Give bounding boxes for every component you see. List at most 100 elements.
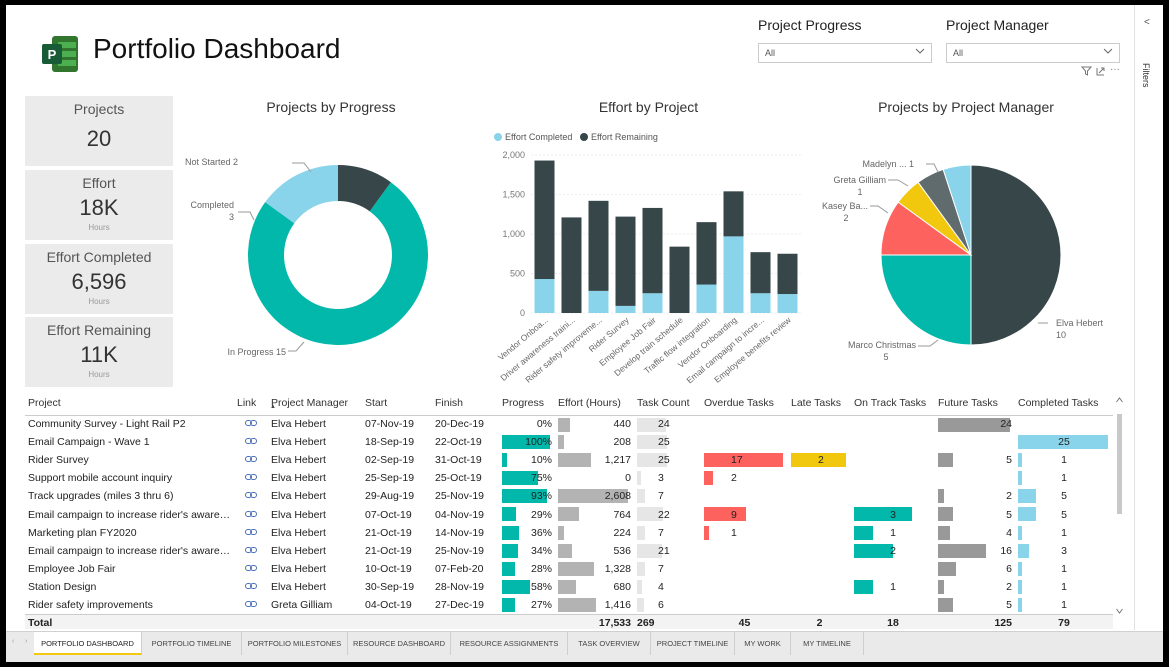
column-header[interactable]: Finish	[432, 391, 499, 416]
future-tasks: 6	[935, 560, 1015, 578]
project-app-icon: P	[42, 36, 78, 72]
progress-bar	[502, 507, 516, 522]
column-header[interactable]: Start	[362, 391, 432, 416]
column-header[interactable]: Progress	[499, 391, 555, 416]
column-header[interactable]: Project Manager ▲	[268, 391, 362, 416]
total-empty-cell	[432, 613, 499, 629]
table-row[interactable]: Employee Job Fair Elva Hebert 10-Oct-19 07-…	[25, 560, 1113, 578]
table-row[interactable]: Community Survey - Light Rail P2 Elva Heb…	[25, 415, 1113, 433]
completed-tasks-bar	[1018, 525, 1022, 540]
kpi-title: Effort Completed	[46, 249, 152, 265]
overdue-tasks: 2	[701, 469, 788, 487]
sort-ascending-icon[interactable]: ▲	[270, 404, 276, 410]
link-icon[interactable]	[245, 437, 257, 445]
tab-task-overview[interactable]: TASK OVERVIEW	[568, 632, 651, 655]
link-icon[interactable]	[245, 546, 257, 554]
on-track-tasks	[851, 433, 935, 451]
tab-scroll-left-icon[interactable]: ‹	[12, 638, 15, 645]
project-manager-dropdown[interactable]: All	[946, 43, 1120, 63]
overdue-tasks	[701, 596, 788, 614]
column-header[interactable]: Project	[25, 391, 234, 416]
table-row[interactable]: Email Campaign - Wave 1 Elva Hebert 18-Sep…	[25, 433, 1113, 451]
table-header-row: Project Link Project Manager ▲ Start Finish Pr…	[25, 391, 1113, 416]
bar-effort-remaining	[534, 160, 555, 280]
progress-bar	[502, 435, 550, 450]
y-tick-label: 1,500	[502, 190, 525, 200]
progress-bar	[502, 579, 530, 594]
link-icon[interactable]	[245, 491, 257, 499]
task-count-bar	[637, 507, 664, 522]
focus-mode-icon[interactable]	[1096, 67, 1105, 76]
more-options-icon[interactable]: ···	[1110, 64, 1120, 75]
chevron-left-icon[interactable]: <	[1144, 17, 1150, 28]
column-header[interactable]: Link	[234, 391, 268, 416]
task-count: 7	[634, 487, 701, 505]
column-header[interactable]: Effort (Hours)	[555, 391, 634, 416]
project-name: Marketing plan FY2020	[28, 526, 137, 539]
total-empty-cell	[362, 613, 432, 629]
legend-marker	[494, 133, 502, 141]
projects-by-progress-chart[interactable]: Not Started 2 In Progress 15 Completed 3	[176, 120, 476, 370]
table-row[interactable]: Station Design Elva Hebert 30-Sep-19 28-Nov…	[25, 578, 1113, 596]
table-row[interactable]: Email campaign to increase rider's aware…	[25, 505, 1113, 523]
link-icon[interactable]	[245, 528, 257, 536]
link-icon	[234, 596, 268, 614]
link-icon[interactable]	[245, 564, 257, 572]
table-row[interactable]: Track upgrades (miles 3 thru 6) Elva Hebe…	[25, 487, 1113, 505]
project-progress-dropdown[interactable]: All	[758, 43, 932, 63]
link-icon[interactable]	[245, 600, 257, 608]
project-manager-slicer[interactable]: Project Manager All	[946, 17, 1120, 63]
completed-tasks: 1	[1015, 524, 1113, 542]
tab-portfolio-dashboard[interactable]: PORTFOLIO DASHBOARD	[34, 632, 142, 655]
link-icon[interactable]	[245, 419, 257, 427]
link-icon	[234, 469, 268, 487]
late-tasks	[788, 469, 851, 487]
link-icon[interactable]	[245, 510, 257, 518]
filter-icon[interactable]	[1080, 66, 1093, 76]
projects-by-pm-chart[interactable]: Elva Hebert 10 Marco Christmas 5 Kasey Ba...…	[816, 120, 1116, 370]
table-row[interactable]: Rider safety improvements Greta Gilliam 04…	[25, 596, 1113, 614]
table-row[interactable]: Support mobile account inquiry Elva Heber…	[25, 469, 1113, 487]
tab-scroll-right-icon[interactable]: ›	[25, 638, 28, 645]
leader-line	[288, 341, 305, 352]
chart-title: Projects by Progress	[266, 99, 396, 115]
tab-resource-dashboard[interactable]: RESOURCE DASHBOARD	[348, 632, 451, 655]
link-icon[interactable]	[245, 473, 257, 481]
chart-title: Effort by Project	[598, 99, 699, 115]
tab-portfolio-milestones[interactable]: PORTFOLIO MILESTONES	[242, 632, 348, 655]
link-icon[interactable]	[245, 455, 257, 463]
task-count: 6	[634, 596, 701, 614]
project-table[interactable]: Project Link Project Manager ▲ Start Finish Pr…	[25, 391, 1125, 629]
column-header[interactable]: Completed Tasks	[1015, 391, 1113, 416]
completed-tasks-bar	[1018, 435, 1108, 450]
legend-marker	[580, 133, 588, 141]
task-count-bar	[637, 597, 645, 612]
overdue-tasks	[701, 487, 788, 505]
project-progress-slicer[interactable]: Project Progress All	[758, 17, 932, 63]
link-icon[interactable]	[245, 582, 257, 590]
tab-my-work[interactable]: MY WORK	[735, 632, 791, 655]
tab-resource-assignments[interactable]: RESOURCE ASSIGNMENTS	[451, 632, 568, 655]
late-tasks	[788, 596, 851, 614]
column-header[interactable]: Late Tasks	[788, 391, 851, 416]
tab-my-timeline[interactable]: MY TIMELINE	[791, 632, 864, 655]
column-header[interactable]: Task Count	[634, 391, 701, 416]
tab-project-timeline[interactable]: PROJECT TIMELINE	[651, 632, 735, 655]
progress: 28%	[499, 560, 555, 578]
effort-by-project-chart[interactable]: Effort Completed Effort Remaining 0 500 1,00…	[481, 120, 811, 390]
table-scrollbar[interactable]	[1115, 396, 1124, 622]
table-row[interactable]: Marketing plan FY2020 Elva Hebert 21-Oct-1…	[25, 524, 1113, 542]
effort: 1,416	[555, 596, 634, 614]
column-header[interactable]: Future Tasks	[935, 391, 1015, 416]
total-empty-cell	[234, 613, 268, 629]
kpi-card-projects: Projects 20	[25, 96, 173, 166]
column-header[interactable]: Overdue Tasks	[701, 391, 788, 416]
tab-portfolio-timeline[interactable]: PORTFOLIO TIMELINE	[142, 632, 242, 655]
column-header[interactable]: On Track Tasks	[851, 391, 935, 416]
visual-header-icons: ···	[1080, 64, 1121, 77]
table-row[interactable]: Rider Survey Elva Hebert 02-Sep-19 31-Oct-1…	[25, 451, 1113, 469]
table-row[interactable]: Email campaign to increase rider's aware…	[25, 542, 1113, 560]
task-count: 7	[634, 560, 701, 578]
filters-pane[interactable]: < Filters	[1134, 5, 1163, 630]
kpi-card-effort-remaining: Effort Remaining 11K Hours	[25, 317, 173, 387]
